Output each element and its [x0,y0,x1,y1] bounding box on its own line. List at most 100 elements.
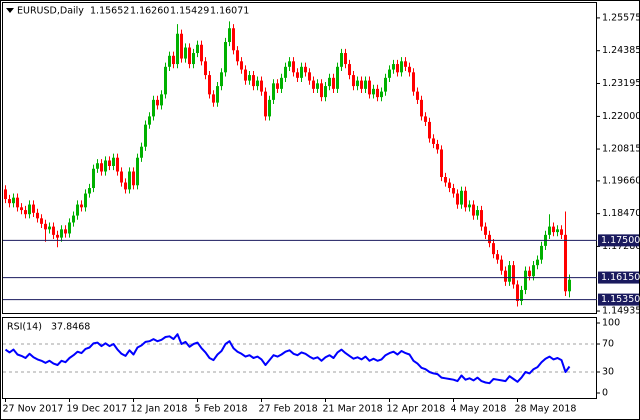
candle-body [452,188,455,194]
x-tick-label: 27 Nov 2017 [3,404,64,415]
candle-body [416,91,419,100]
y-tick-label: 1.17280 [602,241,640,252]
candle-body [248,75,251,81]
candle-body [380,91,383,98]
candle-body [92,168,95,189]
rsi-title: RSI(14) [7,322,42,333]
candle-body [168,55,171,67]
rsi-value: 37.8468 [51,322,90,333]
price-label: 1.16150 [601,272,640,283]
candle-body [284,66,287,78]
header-high: 1.16260 [130,6,169,17]
candle-body [72,215,75,223]
candle-body [496,254,499,260]
candle-body [320,83,323,98]
candle-body [564,234,567,292]
candle-body [376,88,379,98]
candle-body [104,160,107,172]
x-tick-label: 27 Feb 2018 [259,404,318,415]
candle-body [224,42,227,73]
candle-body [348,64,351,76]
candle-body [184,47,187,59]
candle-body [244,69,247,81]
candle-body [428,121,431,139]
candle-body [336,66,339,89]
candle-body [12,197,15,204]
candle-body [36,212,39,219]
candle-body [308,72,311,81]
y-tick-label: 1.20815 [602,144,640,155]
candle-body [532,265,535,277]
candle-body [388,69,391,78]
candle-body [80,204,83,208]
candle-body [412,72,415,92]
candle-body [448,182,451,189]
candle-body [124,182,127,190]
rsi-y-tick-label: 0 [602,388,608,399]
candle-body [372,88,375,95]
candle-body [44,223,47,230]
candle-body [540,245,543,260]
candle-body [148,116,151,125]
candle-body [424,116,427,122]
candle-body [252,75,255,87]
x-tick-label: 12 Apr 2018 [387,404,446,415]
candle-body [68,222,71,234]
y-tick-label: 1.14935 [602,306,640,317]
candle-body [280,77,283,89]
candle-body [472,204,475,216]
candle-body [108,160,111,166]
candle-body [240,61,243,70]
candle-body [356,80,359,87]
candle-body [176,33,179,65]
y-tick-label: 1.18470 [602,208,640,219]
x-tick-label: 12 Jan 2018 [131,404,188,415]
x-tick-label: 28 May 2018 [515,404,577,415]
candle-body [100,163,103,172]
candle-body [400,61,403,73]
candle-body [276,83,279,89]
candle-body [456,193,459,205]
candle-body [4,189,7,200]
candle-body [384,77,387,92]
candle-body [352,75,355,87]
candle-body [272,83,275,100]
y-tick-label: 1.23195 [602,78,640,89]
chart-title: EURUSD,Daily [17,6,84,17]
candle-body [196,44,199,54]
candle-body [160,94,163,106]
candle-body [220,72,223,87]
candle-body [76,204,79,216]
x-tick-label: 21 Mar 2018 [323,404,383,415]
candle-body [200,44,203,62]
candle-body [548,226,551,235]
candle-body [492,243,495,255]
candle-body [340,53,343,67]
header-close: 1.16071 [210,6,249,17]
rsi-line [4,333,571,385]
candle-body [20,207,23,211]
candle-body [528,270,531,277]
candle-body [304,66,307,73]
candle-body [32,204,35,213]
x-tick-label: 4 May 2018 [451,404,507,415]
candle-body [296,72,299,78]
candle-body [484,226,487,235]
pane-marker [6,8,14,13]
candle-body [512,265,515,285]
candle-body [300,66,303,78]
candle-body [476,210,479,216]
candle-body [140,146,143,158]
candle-body [552,226,555,233]
candle-body [524,270,527,290]
candle-body [48,226,51,230]
candle-body [156,99,159,106]
candle-body [60,229,63,238]
candle-body [232,28,235,51]
candle-body [236,50,239,62]
candle-body [152,99,155,117]
rsi-y-tick-label: 30 [602,367,614,378]
candle-body [264,91,267,117]
x-tick-label: 19 Dec 2017 [67,404,128,415]
candle-body [164,66,167,95]
